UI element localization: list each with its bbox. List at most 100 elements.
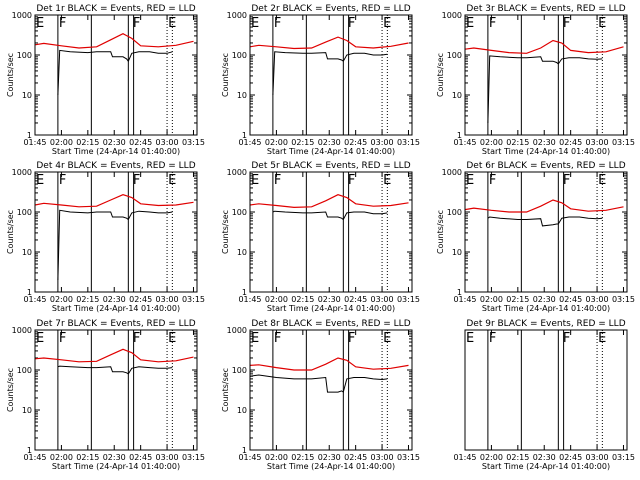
- x-tick-label: 02:15: [506, 138, 529, 147]
- x-tick-label: 02:30: [103, 453, 126, 462]
- x-tick-label: 03:00: [371, 453, 394, 462]
- x-tick-label: 03:00: [156, 295, 179, 304]
- series-events: [487, 55, 603, 124]
- series-events: [272, 51, 388, 96]
- y-tick-label: 10: [237, 91, 247, 100]
- y-tick-label: 1: [242, 446, 247, 455]
- y-tick-label: 10: [22, 91, 32, 100]
- series-lld: [34, 33, 194, 49]
- x-tick-label: 02:15: [76, 453, 99, 462]
- y-tick-label: 10: [237, 248, 247, 257]
- x-tick-label: 03:15: [612, 295, 635, 304]
- x-tick-label: 02:45: [344, 138, 367, 147]
- x-tick-label: 02:00: [265, 453, 288, 462]
- x-tick-label: 03:00: [156, 138, 179, 147]
- x-tick-label: 02:00: [480, 138, 503, 147]
- panel-title: Det 7r BLACK = Events, RED = LLD: [36, 319, 195, 329]
- x-tick-label: 02:30: [103, 138, 126, 147]
- x-tick-label: 02:45: [344, 453, 367, 462]
- y-tick-label: 1000: [12, 326, 32, 335]
- plot-frame: [464, 329, 628, 451]
- x-tick-label: 02:30: [103, 295, 126, 304]
- x-tick-label: 02:45: [129, 138, 152, 147]
- marker-f: F: [274, 173, 281, 188]
- x-tick-label: 02:15: [506, 453, 529, 462]
- x-tick-label: 03:15: [397, 295, 420, 304]
- y-tick-label: 1: [27, 288, 32, 297]
- plot-frame: [34, 329, 198, 451]
- y-tick-label: 1: [27, 446, 32, 455]
- marker-f: F: [489, 173, 496, 188]
- x-tick-label: 03:15: [397, 453, 420, 462]
- x-tick-label: 02:00: [50, 295, 73, 304]
- y-tick-label: 100: [17, 208, 32, 217]
- marker-f: F: [348, 16, 355, 31]
- panel-title: Det 6r BLACK = Events, RED = LLD: [466, 161, 625, 171]
- panel-title: Det 8r BLACK = Events, RED = LLD: [251, 319, 410, 329]
- marker-f: F: [489, 16, 496, 31]
- marker-e: E: [251, 173, 259, 188]
- x-tick-label: 02:15: [76, 295, 99, 304]
- x-tick-label: 01:45: [23, 138, 46, 147]
- x-tick-label: 02:15: [506, 295, 529, 304]
- y-tick-label: 10: [22, 406, 32, 415]
- x-axis-label: Start Time (24-Apr-14 01:40:00): [267, 147, 395, 156]
- y-tick-label: 1: [457, 131, 462, 140]
- x-tick-label: 02:45: [559, 295, 582, 304]
- marker-f: F: [348, 331, 355, 346]
- y-tick-label: 100: [232, 208, 247, 217]
- marker-e: E: [383, 173, 391, 188]
- x-axis-label: Start Time (24-Apr-14 01:40:00): [267, 304, 395, 313]
- y-tick-label: 100: [232, 51, 247, 60]
- marker-f: F: [489, 331, 496, 346]
- x-tick-label: 01:45: [23, 453, 46, 462]
- y-axis-label: Counts/sec: [221, 210, 230, 254]
- x-tick-label: 03:00: [156, 453, 179, 462]
- series-lld: [34, 348, 194, 363]
- y-tick-label: 1000: [227, 168, 247, 177]
- x-tick-label: 02:15: [291, 453, 314, 462]
- marker-f: F: [563, 16, 570, 31]
- y-axis-label: Counts/sec: [6, 368, 15, 412]
- x-tick-label: 03:15: [182, 295, 205, 304]
- marker-f: F: [133, 16, 140, 31]
- marker-e: E: [251, 16, 259, 31]
- series-events: [57, 209, 173, 281]
- x-tick-label: 03:15: [612, 138, 635, 147]
- y-tick-label: 1000: [442, 168, 462, 177]
- x-tick-label: 02:30: [533, 295, 556, 304]
- y-tick-label: 10: [452, 91, 462, 100]
- marker-e: E: [251, 331, 259, 346]
- x-axis-label: Start Time (24-Apr-14 01:40:00): [482, 462, 610, 471]
- y-axis-label: Counts/sec: [221, 368, 230, 412]
- y-axis-label: Counts/sec: [6, 210, 15, 254]
- x-axis-label: Start Time (24-Apr-14 01:40:00): [482, 147, 610, 156]
- x-tick-label: 02:45: [559, 453, 582, 462]
- panel-title: Det 5r BLACK = Events, RED = LLD: [251, 161, 410, 171]
- y-tick-label: 10: [452, 248, 462, 257]
- series-lld: [464, 39, 624, 54]
- x-tick-label: 02:00: [265, 138, 288, 147]
- y-tick-label: 1000: [227, 326, 247, 335]
- x-tick-label: 01:45: [453, 295, 476, 304]
- x-tick-label: 02:30: [318, 295, 341, 304]
- y-tick-label: 100: [232, 366, 247, 375]
- marker-e: E: [168, 16, 176, 31]
- marker-f: F: [59, 16, 66, 31]
- marker-f: F: [59, 331, 66, 346]
- y-axis-label: Counts/sec: [6, 53, 15, 97]
- plot-frame: [464, 14, 628, 136]
- series-lld: [464, 199, 624, 213]
- x-tick-label: 03:15: [182, 453, 205, 462]
- marker-f: F: [59, 173, 66, 188]
- plot-frame: [249, 329, 413, 451]
- marker-f: F: [133, 331, 140, 346]
- x-tick-label: 03:00: [586, 295, 609, 304]
- x-tick-label: 01:45: [238, 295, 261, 304]
